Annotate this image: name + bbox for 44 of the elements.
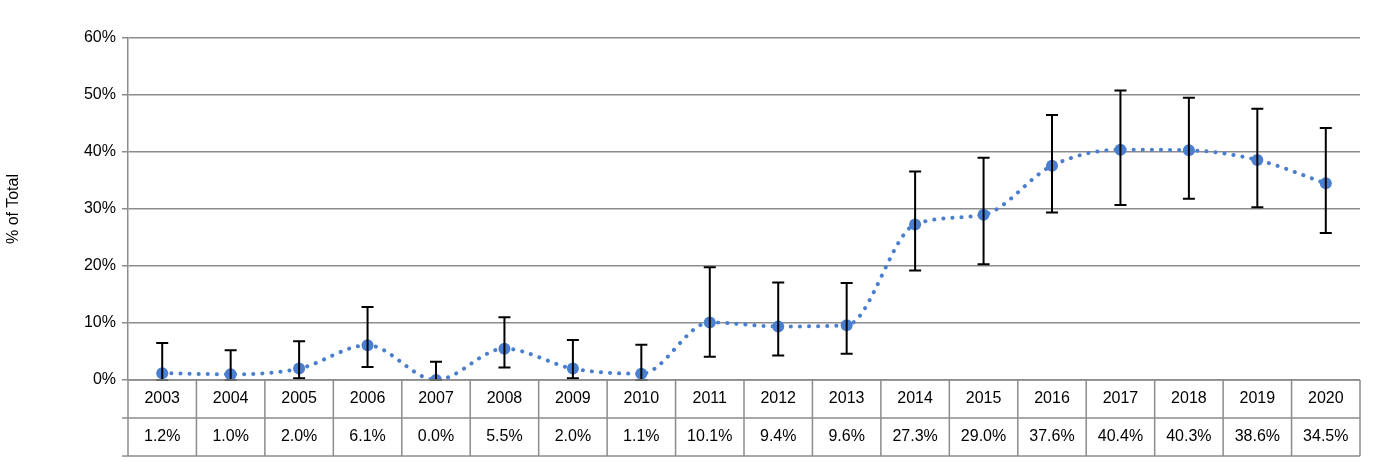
x-tick-label: 2010: [623, 389, 660, 407]
x-tick-label: 2012: [760, 389, 797, 407]
y-tick-label: 20%: [83, 256, 116, 274]
x-tick-label: 2008: [486, 389, 523, 407]
data-label: 40.4%: [1097, 427, 1144, 445]
x-tick-label: 2006: [349, 389, 386, 407]
data-label: 0.0%: [417, 427, 455, 445]
y-tick-label: 10%: [83, 313, 116, 331]
y-tick-label: 30%: [83, 199, 116, 217]
x-tick-label: 2015: [965, 389, 1002, 407]
x-tick-label: 2004: [212, 389, 249, 407]
y-axis-title: % of Total: [4, 174, 22, 244]
data-label: 27.3%: [892, 427, 938, 445]
y-tick-label: 40%: [83, 142, 116, 160]
data-label: 5.5%: [486, 427, 523, 445]
data-label: 37.6%: [1029, 427, 1075, 445]
data-label: 34.5%: [1303, 427, 1349, 445]
x-tick-label: 2013: [828, 389, 865, 407]
x-tick-label: 2014: [897, 389, 934, 407]
data-label: 2.0%: [280, 427, 318, 445]
x-tick-label: 2016: [1034, 389, 1070, 407]
x-tick-label: 2005: [281, 389, 318, 407]
y-tick-label: 50%: [83, 85, 116, 103]
x-tick-label: 2009: [555, 389, 591, 407]
y-tick-label: 0%: [92, 370, 116, 388]
data-label: 38.6%: [1234, 427, 1281, 445]
data-label: 1.0%: [212, 427, 249, 445]
data-label: 10.1%: [687, 427, 733, 445]
data-label: 29.0%: [960, 427, 1007, 445]
data-label: 1.2%: [143, 427, 181, 445]
data-label: 1.1%: [623, 427, 660, 445]
data-label: 40.3%: [1166, 427, 1212, 445]
x-tick-label: 2011: [692, 389, 728, 407]
x-tick-label: 2007: [418, 389, 454, 407]
y-tick-label: 60%: [83, 28, 116, 46]
x-tick-label: 2003: [144, 389, 181, 407]
x-tick-label: 2017: [1102, 389, 1139, 407]
x-tick-label: 2018: [1171, 389, 1207, 407]
data-label: 6.1%: [349, 427, 386, 445]
x-tick-label: 2020: [1307, 389, 1344, 407]
x-tick-label: 2019: [1239, 389, 1276, 407]
data-label: 9.4%: [759, 427, 797, 445]
data-label: 2.0%: [554, 427, 592, 445]
data-label: 9.6%: [828, 427, 865, 445]
